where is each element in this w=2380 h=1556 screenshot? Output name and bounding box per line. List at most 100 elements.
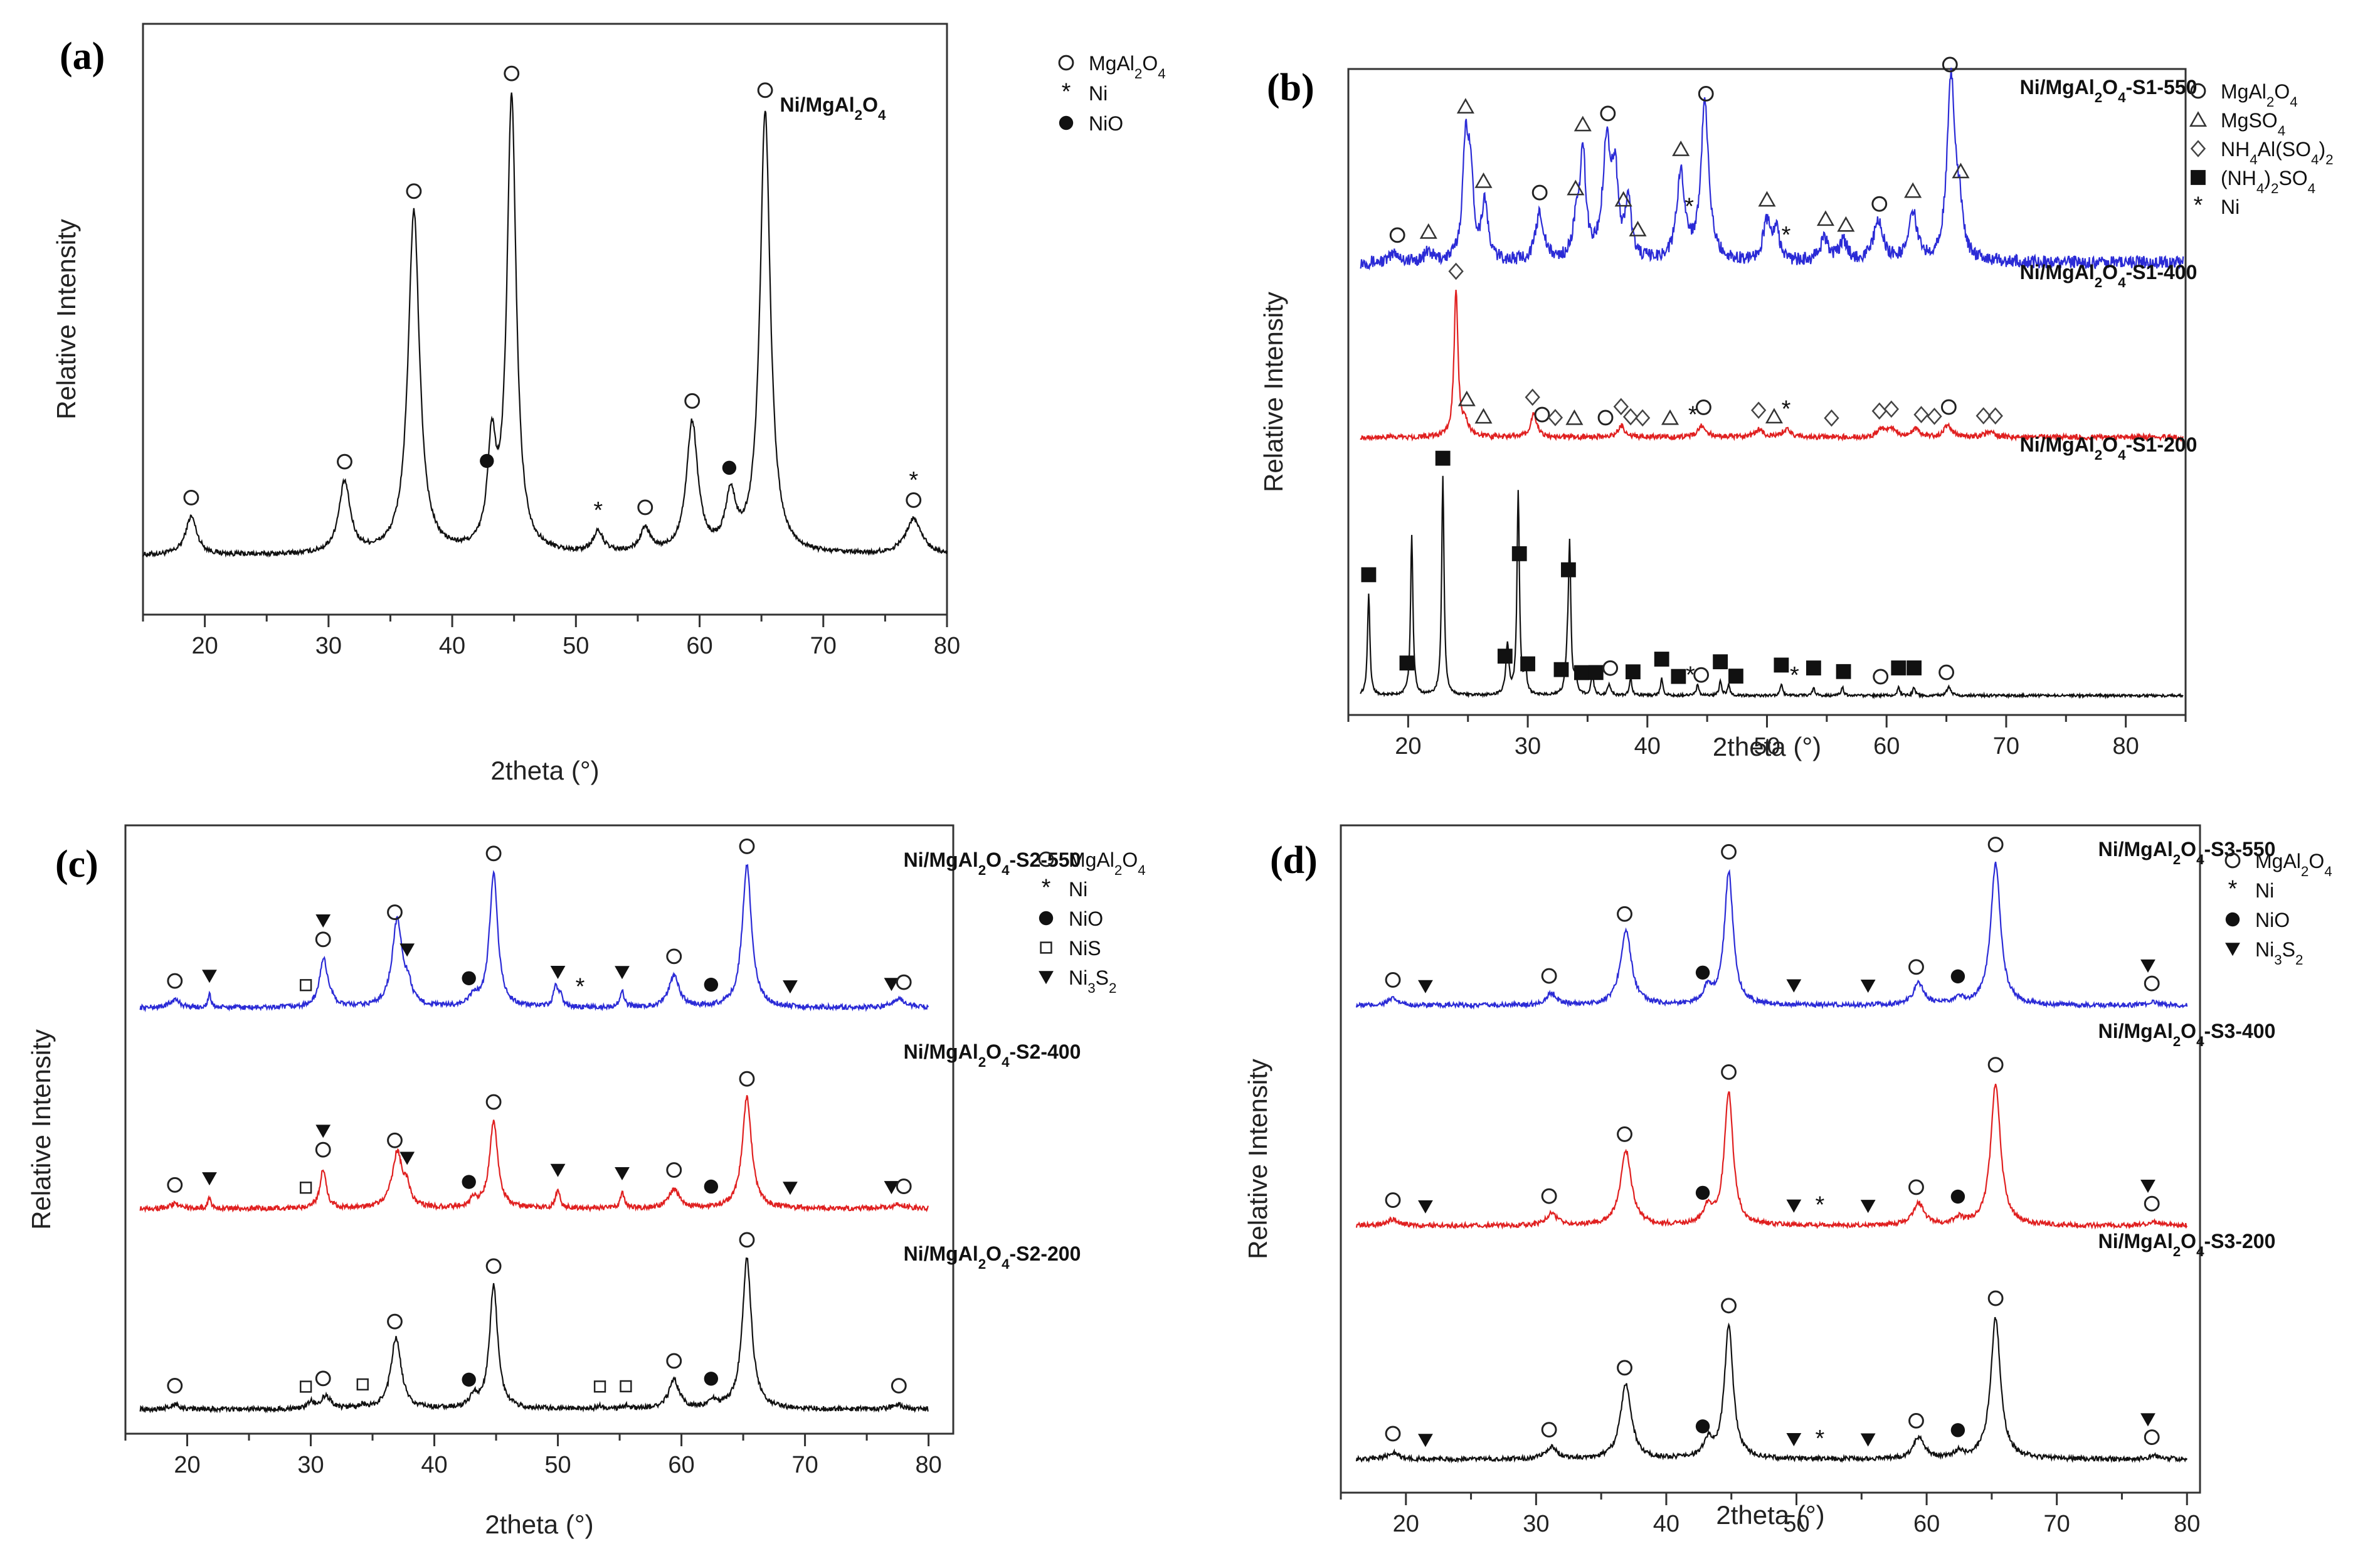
- phase-marker: [757, 82, 773, 98]
- phase-marker: [1871, 402, 1887, 420]
- phase-marker: [704, 1372, 719, 1386]
- series-label: Ni/MgAl2O4-S1-200: [2020, 433, 2198, 463]
- phase-marker: [1418, 1434, 1433, 1448]
- phase-marker: [1721, 1298, 1737, 1314]
- panel-label: (d): [1270, 839, 1318, 882]
- phase-marker: [1511, 546, 1527, 561]
- legend-symbol: [2189, 111, 2208, 127]
- legend-entry: NiO: [2255, 909, 2290, 931]
- phase-marker: [202, 1172, 217, 1186]
- phase-marker: [1361, 567, 1377, 583]
- legend-entry: Ni3S2: [1069, 966, 1116, 996]
- x-tick-label: 50: [563, 633, 589, 659]
- series-line: [139, 1257, 929, 1414]
- phase-marker: [1671, 669, 1686, 684]
- legend-entry: (NH4)2SO4: [2221, 167, 2315, 196]
- x-tick-label: 20: [1395, 733, 1421, 759]
- series-label: Ni/MgAl2O4-S2-400: [904, 1040, 1081, 1070]
- phase-marker: [1765, 408, 1783, 424]
- series-label: Ni/MgAl2O4-S2-200: [904, 1242, 1081, 1272]
- series: Ni/MgAl2O4-S2-200: [139, 1232, 1081, 1414]
- phase-marker: [896, 974, 912, 990]
- legend-symbol: [1039, 911, 1054, 926]
- phase-marker: [1531, 184, 1548, 201]
- x-tick-label: 80: [934, 633, 960, 659]
- panel-label: (a): [60, 35, 105, 78]
- phase-marker: [1816, 210, 1834, 226]
- phase-marker: [1661, 409, 1679, 425]
- phase-marker: [1950, 1423, 1965, 1437]
- phase-marker: [183, 489, 199, 505]
- series-label: Ni/MgAl2O4-S1-400: [2020, 261, 2198, 290]
- phase-marker: [1696, 399, 1711, 415]
- phase-marker: [1385, 1192, 1401, 1208]
- legend-entry: Ni: [2221, 196, 2240, 218]
- phase-marker: [1721, 844, 1737, 860]
- x-tick-label: 70: [1993, 733, 2019, 759]
- phase-marker: [1622, 408, 1639, 426]
- phase-marker: [1806, 660, 1821, 675]
- phase-marker: [406, 183, 422, 199]
- phase-marker: [739, 839, 755, 854]
- series: * * Ni/MgAl2O4-S1-550: [1360, 56, 2197, 271]
- x-tick-label: 30: [315, 633, 342, 659]
- phase-marker: [1860, 1433, 1876, 1447]
- phase-marker: [1588, 665, 1604, 680]
- phase-marker: [620, 1380, 632, 1393]
- x-tick-label: 80: [915, 1452, 941, 1478]
- x-tick-label: 40: [439, 633, 465, 659]
- x-tick-label: 20: [174, 1452, 200, 1478]
- phase-marker: [1871, 196, 1888, 212]
- series: *Ni/MgAl2O4-S2-550: [139, 839, 1081, 1013]
- phase-marker: [485, 845, 502, 862]
- phase-marker: [1541, 1422, 1557, 1438]
- phase-marker: [1824, 409, 1839, 427]
- legend: MgAl2O4 * Ni NiO: [1058, 52, 1166, 135]
- x-tick-label: 60: [668, 1452, 694, 1478]
- legend-symbol: *: [1062, 79, 1071, 105]
- phase-marker: [1602, 660, 1619, 676]
- phase-marker: [1541, 968, 1557, 984]
- legend-symbol: [2190, 83, 2206, 99]
- plot-frame: [124, 824, 955, 1435]
- phase-marker: *: [1782, 396, 1791, 423]
- x-tick-label: 40: [1653, 1511, 1679, 1537]
- phase-marker: [1942, 56, 1958, 73]
- phase-marker: [2140, 959, 2155, 973]
- plot-frame: [1340, 824, 2201, 1494]
- phase-marker: [1553, 662, 1569, 677]
- phase-marker: [315, 1125, 331, 1138]
- phase-marker: [1565, 409, 1584, 425]
- phase-marker: [1883, 400, 1900, 418]
- phase-marker: [1786, 1199, 1802, 1213]
- phase-marker: [1474, 172, 1493, 188]
- phase-marker: [1758, 191, 1776, 207]
- phase-marker: [315, 931, 331, 948]
- phase-marker: [1573, 115, 1592, 132]
- phase-marker: [504, 65, 520, 82]
- legend-symbol: *: [1042, 875, 1051, 901]
- legend-symbol: [1059, 115, 1074, 130]
- phase-marker: *: [1782, 222, 1791, 248]
- series-line: [1360, 67, 2184, 271]
- phase-marker: [1693, 667, 1710, 683]
- phase-marker: [1597, 410, 1614, 426]
- x-axis-label: 2theta (°): [1716, 1500, 1824, 1530]
- series-line: [1355, 1316, 2188, 1464]
- phase-marker: [1786, 979, 1802, 993]
- phase-marker: [315, 1370, 331, 1387]
- phase-marker: [1614, 191, 1632, 207]
- phase-marker: [462, 971, 476, 985]
- phase-marker: [1907, 660, 1922, 675]
- series-line: [139, 864, 929, 1013]
- phase-marker: [1573, 665, 1589, 680]
- phase-marker: [550, 966, 566, 980]
- phase-marker: [783, 1182, 798, 1195]
- legend-symbol: [2190, 140, 2206, 157]
- series-label: Ni/MgAl2O4: [780, 93, 886, 123]
- phase-marker: [356, 1378, 369, 1391]
- phase-marker: [1786, 1433, 1802, 1447]
- phase-marker: [1695, 1419, 1710, 1434]
- phase-marker: [1908, 1179, 1924, 1195]
- phase-marker: [1836, 664, 1851, 679]
